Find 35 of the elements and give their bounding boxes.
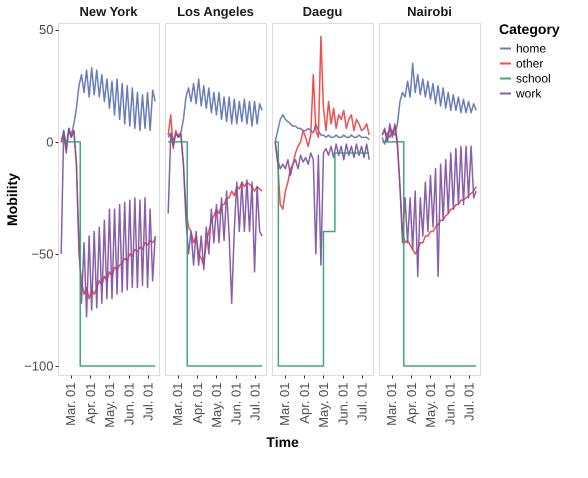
x-tick-label: Jun. 01 — [122, 382, 137, 426]
x-tick-label: Jul. 01 — [248, 382, 263, 421]
legend-label: school — [516, 72, 551, 86]
x-tick-label: Mar. 01 — [63, 382, 78, 426]
x-tick-label: Jul. 01 — [140, 382, 156, 421]
x-tick-label: May. 01 — [316, 382, 331, 428]
x-tick-label: Apr. 01 — [190, 382, 205, 424]
chart-title: Los Angeles — [177, 4, 254, 19]
x-tick-label: Jun. 01 — [336, 382, 351, 426]
chart-title: New York — [79, 4, 138, 19]
x-tick-label: May. 01 — [102, 382, 117, 428]
legend-label: home — [516, 42, 546, 56]
legend-title: Category — [499, 21, 560, 37]
x-tick-label: Jun. 01 — [228, 382, 244, 426]
legend-label: other — [516, 56, 544, 70]
x-tick-label: Jul. 01 — [354, 382, 370, 421]
x-tick-label: Jul. 01 — [462, 382, 477, 421]
y-tick-label: 50 — [39, 22, 54, 38]
x-tick-label: Jun. 01 — [442, 382, 458, 426]
chart-title: Nairobi — [407, 4, 452, 19]
x-tick-label: Apr. 01 — [296, 382, 312, 424]
x-tick-label: May. 01 — [208, 382, 224, 428]
y-tick-label: −50 — [31, 246, 54, 262]
x-axis-title: Time — [266, 434, 300, 450]
y-tick-label: −100 — [24, 358, 54, 374]
chart-title: Daegu — [302, 4, 342, 19]
x-tick-label: May. 01 — [422, 382, 438, 428]
x-tick-label: Apr. 01 — [82, 382, 98, 424]
y-axis-title: Mobility — [4, 172, 20, 226]
y-tick-label: 0 — [46, 134, 54, 150]
x-tick-label: Apr. 01 — [404, 382, 419, 424]
x-tick-label: Mar. 01 — [170, 382, 186, 426]
x-tick-label: Mar. 01 — [277, 382, 292, 426]
legend-label: work — [515, 86, 542, 100]
x-tick-label: Mar. 01 — [384, 382, 400, 426]
